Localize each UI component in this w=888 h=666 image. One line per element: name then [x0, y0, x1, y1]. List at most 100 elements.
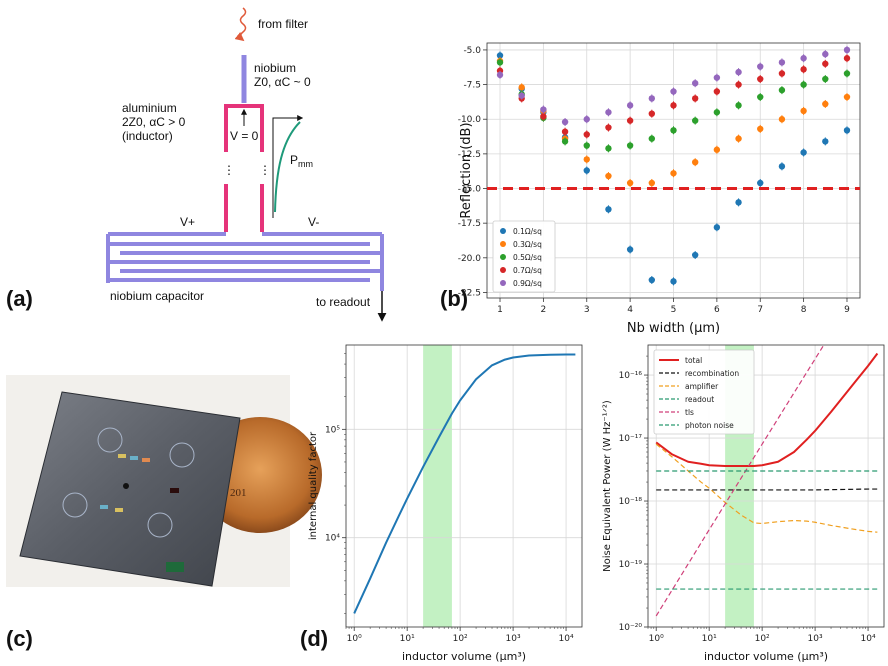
data-point	[605, 206, 612, 213]
y-tick-label: 10⁻²⁰	[619, 623, 643, 633]
data-point	[757, 75, 764, 83]
data-point	[605, 109, 612, 116]
data-point	[648, 95, 656, 102]
data-point	[822, 60, 829, 67]
plot-frame	[647, 344, 885, 628]
y-tick-label: -7.5	[463, 81, 481, 91]
x-tick-label: 7	[757, 305, 763, 315]
x-tick-label: 10⁰	[347, 634, 362, 644]
y-tick-label: 10⁻¹⁷	[619, 434, 643, 444]
data-point	[843, 93, 851, 101]
data-point	[605, 145, 612, 152]
data-point	[670, 127, 677, 134]
data-point	[626, 179, 634, 187]
chip-pads	[100, 454, 184, 572]
legend-label: 0.3Ω/sq	[513, 240, 542, 249]
plot-frame	[345, 344, 583, 628]
legend-label: amplifier	[685, 382, 719, 391]
vplus-label: V+	[180, 215, 195, 229]
legend-marker	[500, 267, 506, 273]
x-tick-label: 6	[714, 305, 720, 315]
data-point	[496, 71, 504, 79]
data-point	[626, 142, 634, 149]
data-point	[583, 156, 590, 163]
data-point	[778, 59, 786, 66]
y-tick-label: -20.0	[458, 254, 482, 264]
data-point	[691, 251, 699, 259]
panel-label-b: (b)	[440, 286, 468, 311]
series-line-amplifier	[655, 443, 878, 533]
x-tick-label: 3	[584, 305, 590, 315]
plot-area	[353, 353, 576, 614]
y-tick-label: -22.5	[458, 288, 481, 298]
data-point	[800, 149, 807, 156]
y-tick-label: -12.5	[458, 150, 481, 160]
x-tick-label: 5	[671, 305, 677, 315]
readout-label: to readout	[316, 295, 371, 309]
data-point	[757, 63, 764, 70]
x-tick-label: 1	[497, 305, 503, 315]
y-axis-title: internal quality factor	[308, 431, 319, 540]
x-axis-title: inductor volume (μm³)	[402, 650, 526, 663]
y-tick-label: -15.0	[458, 185, 482, 195]
legend-box	[492, 220, 556, 293]
y-tick-label: 10⁴	[325, 534, 340, 544]
plot-area	[496, 45, 851, 286]
niobium-capacitor	[106, 232, 384, 291]
data-point	[713, 224, 721, 231]
series-line-recombination	[656, 488, 878, 491]
x-tick-label: 10¹	[400, 634, 415, 644]
x-tick-label: 10²	[755, 634, 770, 644]
data-point	[757, 179, 764, 187]
data-point	[691, 117, 699, 124]
data-point	[670, 278, 677, 285]
y-axis-title: Noise Equivalent Power (W Hz⁻¹ᐟ²)	[602, 400, 613, 572]
data-point	[561, 118, 569, 126]
silicon-chip	[19, 391, 241, 587]
data-point	[496, 52, 504, 59]
data-point	[800, 55, 807, 62]
legend-marker	[500, 241, 506, 247]
y-tick-label: -10.0	[458, 115, 482, 125]
data-point	[605, 172, 612, 180]
data-point	[648, 135, 656, 142]
data-point	[843, 55, 851, 62]
panel-label-c: (c)	[6, 626, 33, 651]
aluminium-label: aluminium	[122, 101, 177, 115]
data-point	[691, 158, 699, 166]
data-point	[648, 179, 656, 187]
legend-box	[653, 349, 755, 435]
legend-label: total	[685, 356, 702, 365]
data-point	[670, 170, 677, 177]
plot-area	[655, 345, 879, 617]
inductor-dots-right: ⋮	[259, 163, 271, 177]
legend-marker	[500, 228, 506, 234]
legend-label: tls	[685, 408, 694, 417]
chip-resonators	[62, 427, 195, 538]
data-point	[778, 163, 786, 170]
data-point	[518, 92, 525, 99]
data-point	[518, 84, 525, 91]
plot-frame	[486, 42, 861, 299]
circuit-diagram: from filter niobium Z0, αC ~ 0 ⋮ ⋮ alumi…	[6, 7, 387, 322]
data-point	[713, 88, 721, 95]
y-tick-label: 10⁻¹⁶	[619, 371, 643, 381]
x-tick-label: 9	[844, 305, 850, 315]
data-point	[822, 100, 829, 108]
series-line-tls	[655, 345, 825, 617]
data-point	[583, 167, 590, 174]
data-point	[735, 81, 742, 88]
data-point	[583, 116, 590, 123]
data-point	[800, 81, 807, 88]
y-tick-label: 10⁻¹⁹	[619, 560, 643, 570]
series-line-curve	[353, 353, 576, 614]
legend-label: 0.9Ω/sq	[513, 279, 542, 288]
y-tick-label: 10⁻¹⁸	[619, 497, 643, 507]
data-point	[561, 128, 569, 135]
legend-label: 0.5Ω/sq	[513, 253, 542, 262]
aluminium-params: 2Z0, αC > 0	[122, 115, 186, 129]
vminus-label: V-	[308, 215, 319, 229]
data-point	[648, 110, 656, 117]
panel-label-a: (a)	[6, 286, 33, 311]
